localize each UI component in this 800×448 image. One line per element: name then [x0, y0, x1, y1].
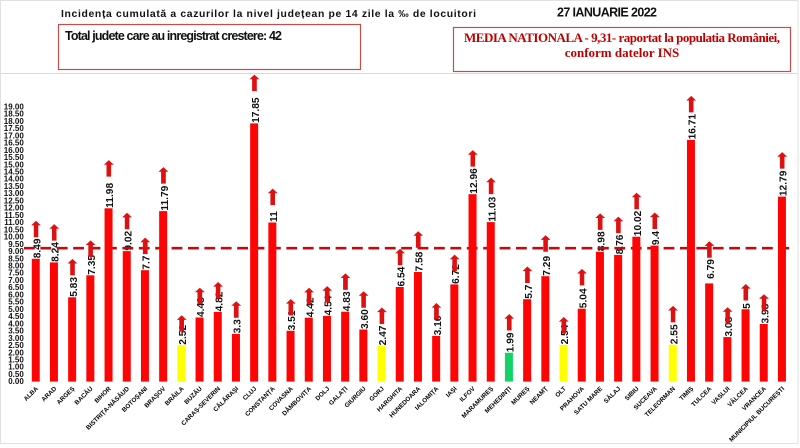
svg-text:15.00: 15.00	[4, 160, 25, 169]
svg-text:8.24: 8.24	[51, 242, 62, 262]
svg-text:3.60: 3.60	[360, 309, 371, 329]
svg-text:4.00: 4.00	[8, 319, 24, 328]
svg-text:3.16: 3.16	[433, 315, 444, 335]
svg-text:12.00: 12.00	[4, 204, 25, 213]
svg-text:5.04: 5.04	[579, 288, 590, 308]
svg-text:5.00: 5.00	[8, 305, 24, 314]
svg-text:2.00: 2.00	[8, 348, 24, 357]
svg-text:Total judete care au inregistr: Total judete care au inregistrat crester…	[65, 29, 282, 43]
svg-text:6.54: 6.54	[396, 266, 407, 286]
svg-text:2.47: 2.47	[378, 325, 389, 345]
svg-text:11.50: 11.50	[4, 211, 24, 220]
svg-text:11: 11	[269, 211, 280, 222]
svg-text:3.51: 3.51	[287, 310, 298, 330]
svg-text:1.99: 1.99	[506, 332, 517, 352]
svg-text:10.00: 10.00	[4, 233, 25, 242]
svg-text:7.50: 7.50	[8, 269, 24, 278]
svg-text:17.50: 17.50	[4, 124, 25, 133]
svg-text:10.02: 10.02	[633, 210, 644, 236]
svg-text:8.76: 8.76	[615, 234, 626, 254]
svg-text:5.50: 5.50	[8, 298, 24, 307]
svg-text:4.43: 4.43	[196, 297, 207, 317]
svg-text:13.00: 13.00	[4, 189, 25, 198]
svg-text:9.4: 9.4	[651, 231, 662, 245]
svg-text:3.98: 3.98	[761, 303, 772, 323]
svg-text:15.50: 15.50	[4, 153, 25, 162]
svg-text:3.3: 3.3	[233, 319, 244, 333]
svg-text:4.54: 4.54	[324, 295, 335, 315]
svg-text:8.00: 8.00	[8, 262, 24, 271]
svg-text:16.71: 16.71	[688, 114, 699, 140]
svg-text:12.79: 12.79	[779, 170, 790, 196]
svg-text:9.00: 9.00	[8, 247, 24, 256]
svg-text:4.50: 4.50	[8, 312, 24, 321]
svg-text:0.50: 0.50	[8, 370, 24, 379]
svg-text:5.83: 5.83	[69, 277, 80, 297]
svg-text:7.7: 7.7	[142, 255, 153, 269]
svg-text:5: 5	[742, 303, 753, 309]
svg-text:19.00: 19.00	[4, 102, 25, 111]
svg-text:2.52: 2.52	[178, 325, 189, 345]
svg-text:0.00: 0.00	[8, 377, 24, 386]
svg-text:12.96: 12.96	[469, 168, 480, 194]
svg-text:14.00: 14.00	[4, 175, 25, 184]
svg-text:9.02: 9.02	[123, 230, 134, 250]
svg-text:18.00: 18.00	[4, 117, 25, 126]
svg-text:1.50: 1.50	[8, 356, 24, 365]
svg-text:5.7: 5.7	[524, 284, 535, 298]
svg-text:12.50: 12.50	[4, 196, 25, 205]
svg-text:6.72: 6.72	[451, 264, 462, 284]
svg-text:3.50: 3.50	[8, 327, 24, 336]
svg-text:10.50: 10.50	[4, 225, 25, 234]
svg-text:11.00: 11.00	[4, 218, 24, 227]
svg-text:7.58: 7.58	[415, 251, 426, 271]
svg-text:11.98: 11.98	[105, 183, 116, 208]
svg-text:7.35: 7.35	[87, 255, 98, 275]
svg-text:4.83: 4.83	[342, 291, 353, 311]
svg-text:1.00: 1.00	[8, 363, 24, 372]
svg-text:3.08: 3.08	[724, 316, 735, 336]
svg-text:18.50: 18.50	[4, 110, 25, 119]
svg-text:7.00: 7.00	[8, 276, 24, 285]
svg-text:MEDIA NATIONALA - 9,31- rapor: MEDIA NATIONALA - 9,31- raportat la popu…	[464, 30, 780, 45]
svg-text:8.49: 8.49	[33, 238, 44, 258]
svg-text:8.50: 8.50	[8, 254, 24, 263]
svg-text:17.85: 17.85	[251, 97, 262, 123]
svg-text:16.00: 16.00	[4, 146, 25, 155]
svg-text:9.50: 9.50	[8, 240, 24, 249]
svg-text:7.29: 7.29	[542, 256, 553, 276]
svg-text:14.50: 14.50	[4, 168, 25, 177]
svg-text:2.54: 2.54	[560, 324, 571, 344]
svg-text:conform datelor INS: conform datelor INS	[565, 45, 680, 60]
svg-text:11.79: 11.79	[160, 185, 171, 210]
svg-text:16.50: 16.50	[4, 139, 25, 148]
svg-text:3.00: 3.00	[8, 334, 24, 343]
svg-text:4.82: 4.82	[214, 291, 225, 311]
svg-text:6.00: 6.00	[8, 290, 24, 299]
svg-text:27 IANUARIE 2022: 27 IANUARIE 2022	[557, 6, 657, 20]
svg-text:4.42: 4.42	[305, 297, 316, 317]
svg-text:2.55: 2.55	[670, 324, 681, 344]
svg-text:6.50: 6.50	[8, 283, 24, 292]
svg-text:17.00: 17.00	[4, 131, 25, 140]
svg-text:6.79: 6.79	[706, 259, 717, 279]
svg-text:11.03: 11.03	[487, 196, 498, 221]
svg-text:Incidența cumulată a cazurilor: Incidența cumulată a cazurilor la nivel …	[61, 9, 476, 20]
svg-text:13.50: 13.50	[4, 182, 25, 191]
svg-text:8.98: 8.98	[597, 231, 608, 251]
svg-text:2.50: 2.50	[8, 341, 24, 350]
